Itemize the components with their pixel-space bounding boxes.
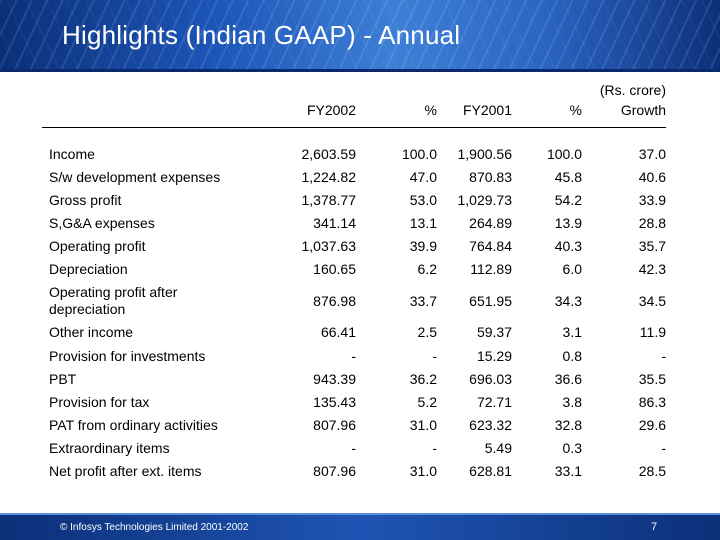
cell-fy2001: 628.81: [469, 463, 512, 479]
cell-fy2002: 66.41: [320, 324, 356, 340]
slide-title: Highlights (Indian GAAP) - Annual: [62, 20, 461, 50]
cell-fy2002: 1,378.77: [301, 192, 357, 208]
cell-pct1: 39.9: [409, 238, 437, 254]
cell-fy2002: -: [351, 440, 356, 456]
cell-pct2: 100.0: [546, 146, 582, 162]
cell-fy2001: 59.37: [476, 324, 512, 340]
cell-growth: 42.3: [638, 261, 666, 277]
cell-fy2002: 160.65: [313, 261, 356, 277]
row-label: Provision for tax: [49, 394, 150, 410]
row-label: PAT from ordinary activities: [49, 417, 218, 433]
cell-growth: 34.5: [638, 293, 666, 309]
row-label: S/w development expenses: [49, 169, 221, 185]
cell-growth: 28.8: [638, 215, 666, 231]
cell-pct2: 0.3: [562, 440, 582, 456]
row-label: Provision for investments: [49, 348, 206, 364]
cell-growth: 37.0: [638, 146, 666, 162]
cell-pct2: 32.8: [554, 417, 582, 433]
cell-fy2002: -: [351, 348, 356, 364]
cell-fy2001: 696.03: [469, 371, 512, 387]
page-number: 7: [651, 521, 658, 533]
cell-growth: -: [661, 440, 666, 456]
cell-growth: -: [661, 348, 666, 364]
row-label: Extraordinary items: [49, 440, 170, 456]
cell-fy2001: 5.49: [484, 440, 512, 456]
cell-fy2002: 135.43: [313, 394, 356, 410]
row-label: Operating profit after depreciation: [49, 284, 178, 317]
cell-fy2001: 264.89: [469, 215, 512, 231]
header-pct-fy2002: %: [424, 102, 437, 118]
cell-pct1: 36.2: [409, 371, 437, 387]
cell-pct2: 6.0: [562, 261, 582, 277]
row-label: PBT: [49, 371, 77, 387]
cell-fy2001: 870.83: [469, 169, 512, 185]
row-label: Net profit after ext. items: [49, 463, 202, 479]
cell-pct1: -: [432, 348, 437, 364]
row-label: Depreciation: [49, 261, 128, 277]
header-divider: [42, 127, 666, 128]
cell-fy2001: 623.32: [469, 417, 512, 433]
cell-fy2002: 943.39: [313, 371, 356, 387]
cell-pct1: 5.2: [417, 394, 437, 410]
cell-pct2: 33.1: [554, 463, 582, 479]
cell-pct2: 34.3: [554, 293, 582, 309]
cell-fy2001: 651.95: [469, 293, 512, 309]
cell-pct2: 45.8: [554, 169, 582, 185]
cell-pct2: 3.1: [562, 324, 582, 340]
row-label: S,G&A expenses: [49, 215, 155, 231]
cell-pct1: 31.0: [409, 463, 437, 479]
cell-pct1: 100.0: [401, 146, 437, 162]
cell-growth: 86.3: [638, 394, 666, 410]
cell-fy2002: 2,603.59: [301, 146, 357, 162]
footer-copyright: © Infosys Technologies Limited 2001-2002: [60, 522, 249, 533]
cell-growth: 33.9: [638, 192, 666, 208]
row-label: Other income: [49, 324, 134, 340]
cell-growth: 29.6: [638, 417, 666, 433]
header-fy2002: FY2002: [306, 102, 356, 118]
cell-pct1: 47.0: [409, 169, 437, 185]
cell-pct2: 40.3: [554, 238, 582, 254]
title-bar: Highlights (Indian GAAP) - Annual: [0, 0, 720, 72]
cell-growth: 11.9: [639, 324, 666, 340]
cell-fy2002: 341.14: [313, 215, 356, 231]
cell-fy2002: 807.96: [313, 463, 356, 479]
unit-note: (Rs. crore): [599, 82, 666, 98]
cell-growth: 40.6: [638, 169, 666, 185]
row-label: Operating profit: [49, 238, 146, 254]
row-label: Gross profit: [49, 192, 122, 208]
cell-pct1: 31.0: [409, 417, 437, 433]
cell-fy2001: 1,029.73: [457, 192, 513, 208]
cell-fy2002: 807.96: [313, 417, 356, 433]
cell-pct1: 13.1: [409, 215, 437, 231]
cell-pct2: 36.6: [554, 371, 582, 387]
cell-pct2: 54.2: [554, 192, 582, 208]
header-growth: Growth: [620, 102, 666, 118]
cell-fy2002: 876.98: [313, 293, 356, 309]
header-pct-fy2001: %: [569, 102, 582, 118]
cell-pct1: 6.2: [417, 261, 437, 277]
cell-fy2001: 1,900.56: [457, 146, 513, 162]
cell-growth: 35.5: [638, 371, 666, 387]
cell-fy2002: 1,224.82: [301, 169, 357, 185]
cell-growth: 28.5: [638, 463, 666, 479]
cell-pct2: 13.9: [554, 215, 582, 231]
cell-pct1: 33.7: [409, 293, 437, 309]
footer-bar: © Infosys Technologies Limited 2001-2002…: [0, 513, 720, 540]
cell-pct1: 53.0: [409, 192, 437, 208]
cell-fy2001: 764.84: [469, 238, 512, 254]
cell-fy2001: 15.29: [476, 348, 512, 364]
cell-fy2001: 112.89: [470, 261, 512, 277]
cell-fy2001: 72.71: [476, 394, 512, 410]
cell-pct1: 2.5: [417, 324, 437, 340]
cell-growth: 35.7: [638, 238, 666, 254]
cell-pct2: 0.8: [562, 348, 582, 364]
cell-pct1: -: [432, 440, 437, 456]
header-fy2001: FY2001: [462, 102, 512, 118]
row-label: Income: [49, 146, 95, 162]
cell-pct2: 3.8: [562, 394, 582, 410]
cell-fy2002: 1,037.63: [301, 238, 357, 254]
